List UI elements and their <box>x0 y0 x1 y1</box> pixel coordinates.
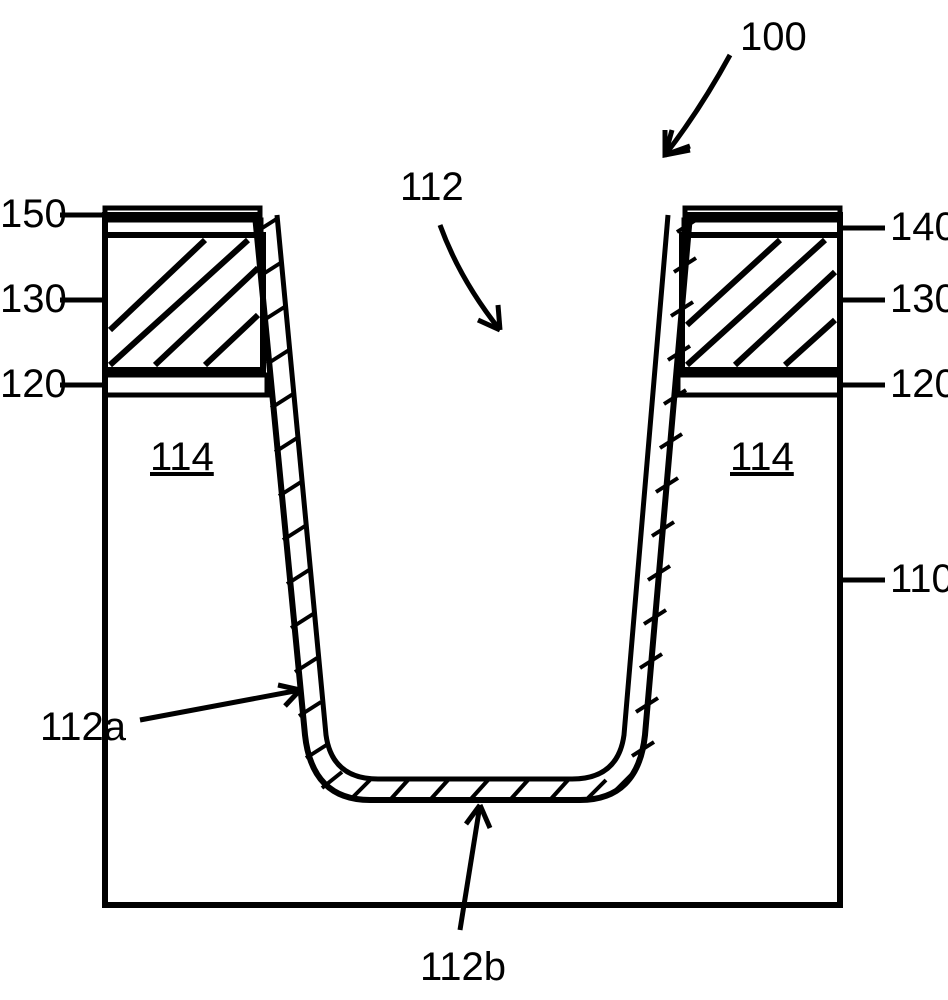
label-120-right: 120 <box>890 362 948 406</box>
label-112: 112 <box>400 165 464 209</box>
layer-120-right <box>678 375 840 395</box>
arrow-112 <box>440 225 500 330</box>
label-130-right: 130 <box>890 277 948 321</box>
label-112a: 112a <box>40 705 127 749</box>
arrow-112a <box>140 685 300 720</box>
substrate-outline <box>105 215 840 905</box>
layer-130-right <box>682 235 840 370</box>
label-120-left: 120 <box>0 362 67 406</box>
layer-120-left <box>105 375 267 395</box>
arrow-100 <box>665 55 730 155</box>
label-130-left: 130 <box>0 277 67 321</box>
label-114-left: 114 <box>150 435 214 479</box>
label-140-right: 140 <box>890 205 948 249</box>
layer-130-left <box>105 235 263 370</box>
label-112b: 112b <box>420 945 506 989</box>
liner-inner-edge <box>277 215 668 779</box>
cross-section-diagram: 100 112 150 130 120 140 130 120 110 114 … <box>0 0 948 1000</box>
arrow-112b <box>460 805 490 930</box>
label-150-left: 150 <box>0 192 67 236</box>
label-110: 110 <box>890 557 948 601</box>
label-114-right: 114 <box>730 435 794 479</box>
label-100: 100 <box>740 15 807 59</box>
